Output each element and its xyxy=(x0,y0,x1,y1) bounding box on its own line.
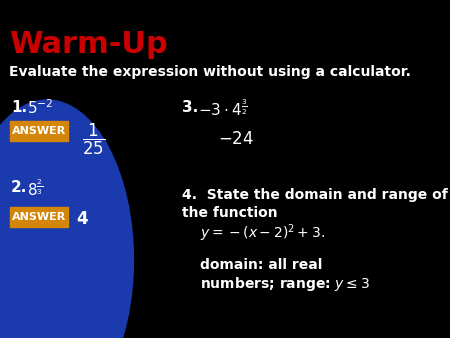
Text: $y = -(x-2)^2 + 3.$: $y = -(x-2)^2 + 3.$ xyxy=(200,222,325,244)
Text: ANSWER: ANSWER xyxy=(12,126,66,136)
Text: 2.: 2. xyxy=(11,180,27,195)
Text: $5^{-2}$: $5^{-2}$ xyxy=(27,98,53,117)
FancyBboxPatch shape xyxy=(10,207,68,227)
Text: Evaluate the expression without using a calculator.: Evaluate the expression without using a … xyxy=(9,65,411,79)
FancyBboxPatch shape xyxy=(10,121,68,141)
Text: $\dfrac{1}{25}$: $\dfrac{1}{25}$ xyxy=(82,122,106,157)
Text: ANSWER: ANSWER xyxy=(12,212,66,222)
Text: the function: the function xyxy=(182,206,278,220)
Text: 1.: 1. xyxy=(11,100,27,115)
Text: Warm-Up: Warm-Up xyxy=(9,30,168,59)
Text: domain: all real: domain: all real xyxy=(200,258,323,272)
Text: 4.  State the domain and range of: 4. State the domain and range of xyxy=(182,188,448,202)
Text: 4: 4 xyxy=(76,210,88,228)
Text: $-3 \cdot 4^{\frac{3}{2}}$: $-3 \cdot 4^{\frac{3}{2}}$ xyxy=(198,98,248,119)
Text: 3.: 3. xyxy=(182,100,198,115)
Ellipse shape xyxy=(0,100,134,338)
Text: $8^{\frac{2}{3}}$: $8^{\frac{2}{3}}$ xyxy=(27,178,43,199)
Text: $-24$: $-24$ xyxy=(218,130,254,148)
Text: numbers; range: $y \leq 3$: numbers; range: $y \leq 3$ xyxy=(200,275,370,293)
